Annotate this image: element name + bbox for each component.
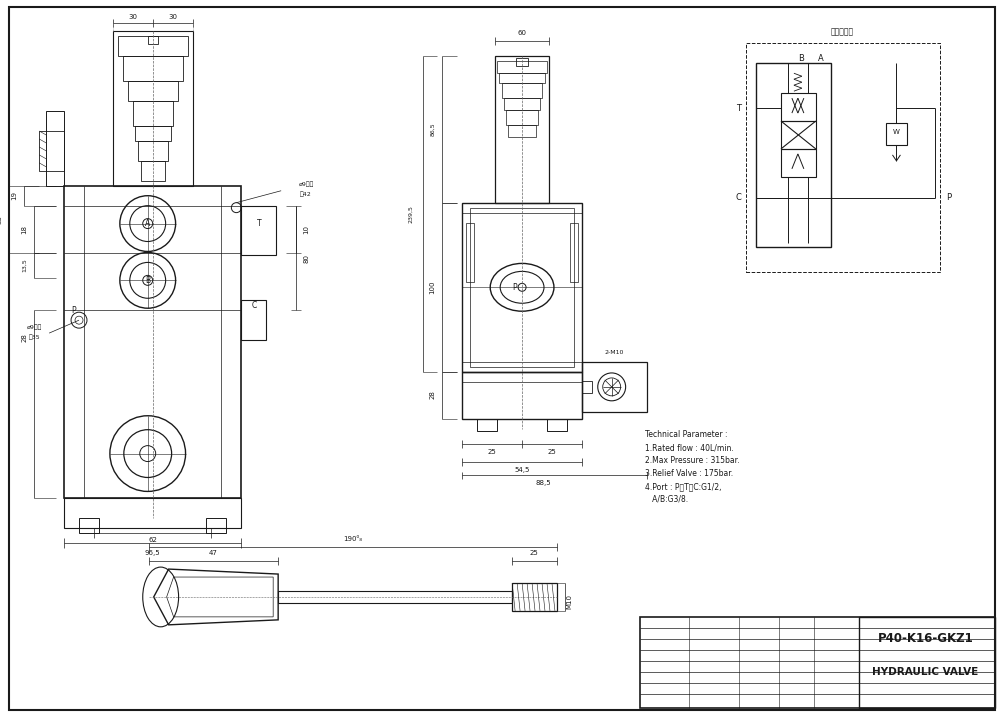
Text: 2.Max Pressure : 315bar.: 2.Max Pressure : 315bar. xyxy=(645,456,739,465)
Bar xyxy=(640,617,995,708)
Bar xyxy=(466,222,474,282)
Text: 30: 30 xyxy=(168,14,177,21)
Text: 96,5: 96,5 xyxy=(145,550,161,556)
Bar xyxy=(477,419,497,431)
Bar xyxy=(781,93,816,121)
Text: 深42: 深42 xyxy=(300,191,312,196)
Bar xyxy=(278,591,512,603)
Bar xyxy=(128,81,178,101)
Bar xyxy=(781,149,816,177)
Text: W: W xyxy=(893,129,900,135)
Bar xyxy=(79,518,99,533)
Text: 86,5: 86,5 xyxy=(430,122,435,136)
Text: 25: 25 xyxy=(488,449,497,455)
Bar xyxy=(470,208,574,367)
Text: 深35: 深35 xyxy=(28,334,40,340)
Text: A: A xyxy=(145,219,150,228)
Text: 80: 80 xyxy=(303,254,309,263)
Bar xyxy=(113,32,193,186)
Bar xyxy=(148,37,158,44)
Text: A/B:G3/8.: A/B:G3/8. xyxy=(645,495,688,504)
Bar xyxy=(746,43,940,272)
Text: 88,5: 88,5 xyxy=(535,480,551,486)
Bar xyxy=(502,83,542,98)
Bar xyxy=(39,131,64,171)
Text: 3.Relief Valve : 175bar.: 3.Relief Valve : 175bar. xyxy=(645,469,733,478)
Text: 18: 18 xyxy=(21,225,27,234)
Bar xyxy=(570,222,578,282)
Text: P: P xyxy=(72,305,76,315)
Text: 60: 60 xyxy=(518,30,527,37)
Bar xyxy=(133,101,173,126)
Text: 25: 25 xyxy=(548,449,556,455)
Text: M10: M10 xyxy=(566,594,572,609)
Bar xyxy=(462,372,582,419)
Bar xyxy=(781,121,816,149)
Text: 10: 10 xyxy=(303,225,309,234)
Text: 25: 25 xyxy=(530,550,538,556)
Text: T: T xyxy=(257,219,262,228)
Text: 62: 62 xyxy=(148,537,157,543)
Text: 239,5: 239,5 xyxy=(408,204,413,222)
Bar xyxy=(756,63,831,247)
Bar xyxy=(241,206,276,255)
Text: 2-M10: 2-M10 xyxy=(604,349,623,354)
Text: 100: 100 xyxy=(429,280,435,294)
Text: 13,5: 13,5 xyxy=(22,259,27,272)
Bar xyxy=(497,61,547,73)
Text: 190⁰₈: 190⁰₈ xyxy=(343,536,362,542)
Bar xyxy=(135,126,171,141)
Bar xyxy=(46,111,64,186)
Text: ø9通孔: ø9通孔 xyxy=(27,324,42,330)
Bar xyxy=(547,419,567,431)
Bar xyxy=(582,381,592,393)
Text: A: A xyxy=(818,54,824,63)
Bar xyxy=(123,57,183,81)
Bar xyxy=(499,73,545,83)
Text: HYDRAULIC VALVE: HYDRAULIC VALVE xyxy=(872,667,978,677)
Text: P: P xyxy=(512,282,516,292)
Text: 1.Rated flow : 40L/min.: 1.Rated flow : 40L/min. xyxy=(645,443,733,452)
Bar xyxy=(582,362,647,412)
Text: T: T xyxy=(736,103,741,113)
Text: 19: 19 xyxy=(11,191,17,200)
Bar xyxy=(64,186,241,498)
Text: B: B xyxy=(798,54,804,63)
Text: C: C xyxy=(252,300,257,310)
Bar xyxy=(64,498,241,528)
Text: 液压原理图: 液压原理图 xyxy=(831,27,854,36)
Bar xyxy=(504,98,540,110)
Bar xyxy=(241,300,266,340)
Text: P40-K16-GKZ1: P40-K16-GKZ1 xyxy=(877,632,973,645)
Text: ø9通孔: ø9通孔 xyxy=(298,181,314,186)
Bar xyxy=(462,203,582,372)
Bar xyxy=(141,161,165,181)
Text: 28: 28 xyxy=(429,390,435,399)
Bar xyxy=(506,110,538,125)
Bar xyxy=(859,617,995,708)
Bar xyxy=(508,125,536,137)
Bar xyxy=(886,123,907,145)
Bar xyxy=(118,37,188,57)
Bar xyxy=(512,583,557,611)
Text: 54,5: 54,5 xyxy=(514,467,530,473)
Text: P: P xyxy=(946,193,951,202)
Text: 47: 47 xyxy=(209,550,218,556)
Bar xyxy=(138,141,168,161)
Text: 30: 30 xyxy=(128,14,137,21)
Bar xyxy=(516,58,528,66)
Text: C: C xyxy=(735,193,741,202)
Text: 33: 33 xyxy=(0,215,2,224)
Text: B: B xyxy=(145,276,150,285)
Bar xyxy=(206,518,226,533)
Text: 4.Port : P、T、C:G1/2,: 4.Port : P、T、C:G1/2, xyxy=(645,482,721,491)
Bar xyxy=(495,57,549,203)
Text: Technical Parameter :: Technical Parameter : xyxy=(645,430,727,440)
Text: 28: 28 xyxy=(21,333,27,341)
